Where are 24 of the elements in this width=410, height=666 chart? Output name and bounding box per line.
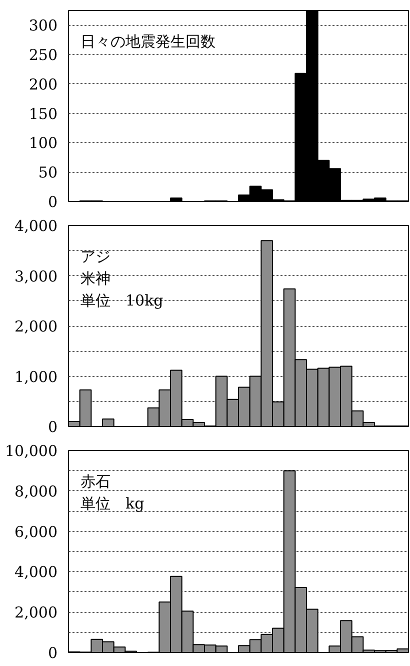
y-tick-label: 0 [48,193,58,211]
y-tick-label: 10,000 [5,442,58,460]
y-tick-label: 2,000 [14,318,58,336]
y-tick-label: 2,000 [14,604,58,622]
y-tick-label: 6,000 [14,522,58,541]
y-tick-label: 0 [48,644,58,662]
y-tick-label: 1,000 [14,368,58,386]
y-tick-label: 0 [48,418,58,436]
y-tick-label: 150 [28,104,58,123]
text: 日々の地震発生回数 [80,32,216,50]
y-tick-label: 200 [28,75,58,94]
y-tick-label: 300 [28,16,58,35]
y-tick-label: 50 [38,164,58,182]
y-tick-label: 4,000 [14,563,58,582]
y-tick-label: 8,000 [14,482,58,500]
y-tick-label: 3,000 [14,267,58,286]
text: 赤石 [80,472,110,490]
text: アジ [80,248,110,266]
y-tick-label: 250 [28,46,58,64]
annotation: 単位 10kg [80,292,164,310]
text: 米神 [80,270,110,288]
annotation: 単位 kg [80,494,145,512]
y-tick-label: 4,000 [14,217,58,235]
y-tick-label: 100 [28,134,58,152]
